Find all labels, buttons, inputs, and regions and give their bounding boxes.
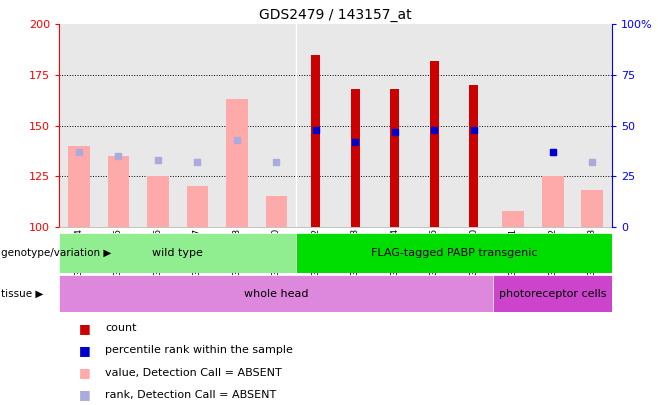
Title: GDS2479 / 143157_at: GDS2479 / 143157_at xyxy=(259,8,412,22)
Text: wild type: wild type xyxy=(152,248,203,258)
Text: photoreceptor cells: photoreceptor cells xyxy=(499,289,607,298)
Bar xyxy=(469,85,478,227)
Bar xyxy=(502,211,524,227)
Bar xyxy=(59,233,296,273)
Text: whole head: whole head xyxy=(244,289,309,298)
Bar xyxy=(390,89,399,227)
Bar xyxy=(311,55,320,227)
Bar xyxy=(582,190,603,227)
Bar xyxy=(147,176,168,227)
Text: ■: ■ xyxy=(79,322,91,335)
Bar xyxy=(430,61,439,227)
Bar xyxy=(351,89,360,227)
Text: ■: ■ xyxy=(79,366,91,379)
Text: FLAG-tagged PABP transgenic: FLAG-tagged PABP transgenic xyxy=(370,248,538,258)
Bar xyxy=(265,196,287,227)
Text: tissue ▶: tissue ▶ xyxy=(1,289,43,298)
Text: rank, Detection Call = ABSENT: rank, Detection Call = ABSENT xyxy=(105,390,276,400)
Bar xyxy=(108,156,129,227)
Bar xyxy=(296,233,612,273)
Text: ■: ■ xyxy=(79,388,91,401)
Text: genotype/variation ▶: genotype/variation ▶ xyxy=(1,248,112,258)
Text: percentile rank within the sample: percentile rank within the sample xyxy=(105,345,293,355)
Bar xyxy=(494,275,612,312)
Bar xyxy=(542,176,563,227)
Text: ■: ■ xyxy=(79,344,91,357)
Bar xyxy=(226,99,247,227)
Text: value, Detection Call = ABSENT: value, Detection Call = ABSENT xyxy=(105,368,282,377)
Text: count: count xyxy=(105,323,137,333)
Bar xyxy=(59,275,494,312)
Bar xyxy=(68,146,89,227)
Bar xyxy=(187,186,208,227)
